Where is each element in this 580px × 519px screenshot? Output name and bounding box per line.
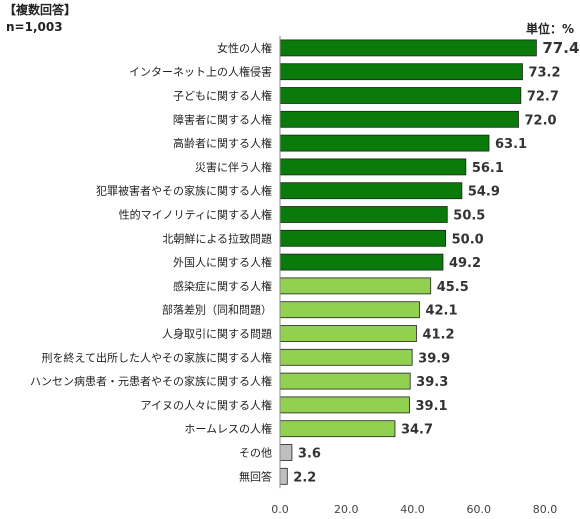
category-label: 子どもに関する人権: [173, 89, 272, 103]
value-label: 39.9: [418, 351, 450, 366]
bar: [279, 253, 444, 271]
value-label: 42.1: [425, 304, 457, 319]
bar: [279, 301, 420, 319]
category-label: ハンセン病患者・元患者やその家族に関する人権: [30, 374, 272, 388]
value-label: 50.5: [453, 209, 485, 224]
x-tick-label: 60.0: [467, 503, 492, 516]
value-label: 3.6: [298, 447, 321, 462]
value-label: 39.1: [416, 399, 448, 414]
category-label: 女性の人権: [217, 41, 272, 55]
x-tick-label: 80.0: [533, 503, 558, 516]
bar: [279, 158, 467, 176]
x-tick-label: 40.0: [400, 503, 425, 516]
value-label: 54.9: [468, 185, 500, 200]
value-label: 49.2: [449, 256, 481, 271]
sample-size-label: n=1,003: [6, 20, 63, 34]
bar: [279, 229, 447, 247]
category-label: 感染症に関する人権: [173, 279, 272, 293]
category-label: 災害に伴う人権: [195, 160, 272, 174]
value-label: 50.0: [452, 232, 484, 247]
bar: [279, 63, 523, 81]
category-label: 性的マイノリティに関する人権: [119, 208, 272, 222]
unit-label: 単位：%: [525, 22, 574, 36]
value-label: 63.1: [495, 137, 527, 152]
x-tick-label: 20.0: [334, 503, 359, 516]
value-label: 72.0: [525, 113, 557, 128]
category-label: 障害者に関する人権: [173, 112, 272, 126]
bar: [279, 467, 288, 485]
value-label: 45.5: [437, 280, 469, 295]
bar: [279, 325, 417, 342]
value-label: 39.3: [416, 375, 448, 390]
category-label: ホームレスの人権: [184, 422, 272, 436]
category-label: 人身取引に関する問題: [162, 327, 272, 341]
value-label: 34.7: [401, 423, 433, 438]
category-label: 北朝鮮による拉致問題: [162, 231, 272, 245]
category-label: その他: [239, 447, 272, 460]
question-type-label: 【複数回答】: [4, 3, 77, 17]
bar: [279, 87, 522, 104]
category-label: 無回答: [239, 469, 272, 483]
x-tick-label: 0.0: [271, 503, 289, 516]
bar: [279, 444, 293, 461]
bar: [279, 182, 463, 200]
category-label: 犯罪被害者やその家族に関する人権: [96, 184, 272, 198]
value-label: 2.2: [293, 470, 316, 485]
value-label: 41.2: [422, 328, 454, 343]
bar: [279, 39, 537, 57]
bar: [279, 110, 519, 128]
category-label: 刑を終えて出所した人やその家族に関する人権: [42, 350, 272, 364]
bar: [279, 372, 411, 390]
value-label: 73.2: [528, 66, 560, 81]
bar: [279, 396, 410, 414]
value-label: 72.7: [527, 90, 559, 105]
value-label: 77.4: [542, 39, 579, 57]
bar: [279, 206, 448, 223]
category-label: インターネット上の人権侵害: [129, 65, 272, 79]
category-label: アイヌの人々に関する人権: [141, 398, 272, 412]
category-label: 部落差別（同和問題）: [162, 303, 272, 317]
bar: [279, 420, 396, 438]
bar: [279, 134, 490, 152]
value-label: 56.1: [472, 161, 504, 176]
bar: [279, 348, 413, 366]
category-label: 高齢者に関する人権: [173, 136, 272, 150]
bar: [279, 277, 432, 295]
category-label: 外国人に関する人権: [173, 255, 272, 269]
